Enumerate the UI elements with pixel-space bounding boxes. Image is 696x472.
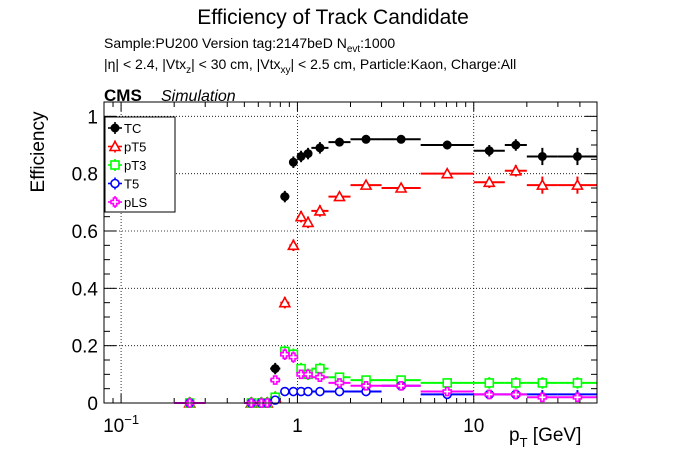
subtitle2-p3: | < 2.5 cm, Particle:Kaon, Charge:All <box>290 56 516 72</box>
chart-subtitle-line2: |η| < 2.4, |Vtxz| < 30 cm, |Vtxxy| < 2.5… <box>104 56 516 76</box>
data-point <box>315 386 325 397</box>
data-point <box>303 369 313 380</box>
data-point <box>301 215 315 228</box>
data-point <box>288 157 298 167</box>
data-point <box>537 392 548 403</box>
x-axis-label-main: p <box>509 425 520 446</box>
data-point <box>334 386 345 397</box>
cms-label: CMS <box>104 86 142 105</box>
legend-item-pLS: pLS <box>108 195 147 210</box>
legend-label: pT3 <box>124 158 146 173</box>
data-point <box>535 178 549 190</box>
data-point <box>396 380 406 391</box>
data-point <box>396 134 406 144</box>
y-axis-label: Efficiency <box>28 111 49 192</box>
subtitle2-s2: xy <box>280 65 290 76</box>
data-point <box>288 352 299 362</box>
x-tick-label: 10−1 <box>103 412 139 437</box>
data-point <box>442 386 453 397</box>
data-point <box>333 189 346 202</box>
x-axis-label: pT [GeV] <box>509 425 581 450</box>
data-point <box>572 378 583 388</box>
x-axis-label-unit: [GeV] <box>528 425 582 446</box>
subtitle2-p1: |η| < 2.4, |Vtx <box>104 56 186 72</box>
legend-label: T5 <box>124 177 139 192</box>
data-point <box>482 175 496 188</box>
data-point <box>484 389 495 400</box>
data-point <box>511 140 521 150</box>
legend-item-pT5: pT5 <box>108 140 146 155</box>
data-point <box>287 238 300 251</box>
legend-marker <box>108 139 122 152</box>
x-axis-label-sub: T <box>520 435 528 450</box>
data-point <box>442 140 452 150</box>
legend-label: TC <box>124 121 141 136</box>
data-point <box>572 392 583 403</box>
data-point <box>509 164 523 176</box>
plot-frame <box>103 101 598 404</box>
data-point <box>537 378 548 388</box>
legend-marker <box>110 197 120 207</box>
x-tick-label: 1 <box>292 416 303 437</box>
y-tick-label: 0.6 <box>72 222 98 243</box>
data-point <box>315 372 325 383</box>
data-point <box>394 181 408 193</box>
data-point <box>294 210 308 222</box>
data-point <box>270 375 281 385</box>
data-point <box>511 378 521 388</box>
legend-item-TC: TC <box>108 121 141 136</box>
x-tick-label: 10 <box>463 416 484 437</box>
y-tick-label: 0.2 <box>72 337 98 358</box>
series-layer <box>174 134 597 408</box>
data-point <box>296 369 306 380</box>
data-point <box>303 386 313 397</box>
data-point <box>361 380 371 391</box>
data-point <box>315 363 325 374</box>
data-point <box>440 167 454 179</box>
data-point <box>359 178 373 190</box>
chart-title: Efficiency of Track Candidate <box>197 6 469 29</box>
subtitle1-suffix: :1000 <box>360 35 395 51</box>
data-point <box>334 137 344 147</box>
subtitle2-p2: | < 30 cm, |Vtx <box>191 56 280 72</box>
legend-marker <box>110 160 120 170</box>
data-point <box>537 151 547 161</box>
legend-marker <box>110 123 120 133</box>
legend-item-T5: T5 <box>108 177 139 192</box>
data-point <box>572 151 582 161</box>
y-tick-label: 0 <box>87 394 98 415</box>
data-point <box>442 378 453 388</box>
data-point <box>280 192 290 202</box>
data-point <box>280 386 290 397</box>
data-point <box>334 378 345 388</box>
data-point <box>361 134 371 144</box>
tick-labels: 0 0.2 0.4 0.6 0.8 1 10−1 1 10 <box>72 107 485 437</box>
subtitle2-s1: z <box>186 65 191 76</box>
y-tick-label: 0.8 <box>72 165 98 186</box>
data-point <box>270 395 281 405</box>
data-point <box>270 364 280 374</box>
subtitle1-sub: evt <box>347 44 361 55</box>
data-point <box>315 143 325 153</box>
legend: TC pT5 pT3 T5 pLS <box>104 116 176 213</box>
chart-subtitle-line1: Sample:PU200 Version tag:2147beD Nevt:10… <box>104 35 395 55</box>
data-point <box>288 386 299 397</box>
y-tick-label: 1 <box>87 107 98 128</box>
data-point <box>278 296 292 308</box>
legend-label: pLS <box>124 195 147 210</box>
subtitle1-prefix: Sample:PU200 Version tag:2147beD N <box>104 35 347 51</box>
legend-marker <box>110 178 120 189</box>
legend-item-pT3: pT3 <box>108 158 146 173</box>
data-point <box>313 204 327 216</box>
data-point <box>571 178 584 190</box>
data-point <box>484 378 495 388</box>
data-point <box>303 149 313 159</box>
data-point <box>280 349 290 360</box>
data-point <box>511 389 521 400</box>
simulation-label: Simulation <box>161 88 236 105</box>
legend-label: pT5 <box>124 140 146 155</box>
data-point <box>484 146 494 156</box>
y-tick-label: 0.4 <box>72 279 99 300</box>
